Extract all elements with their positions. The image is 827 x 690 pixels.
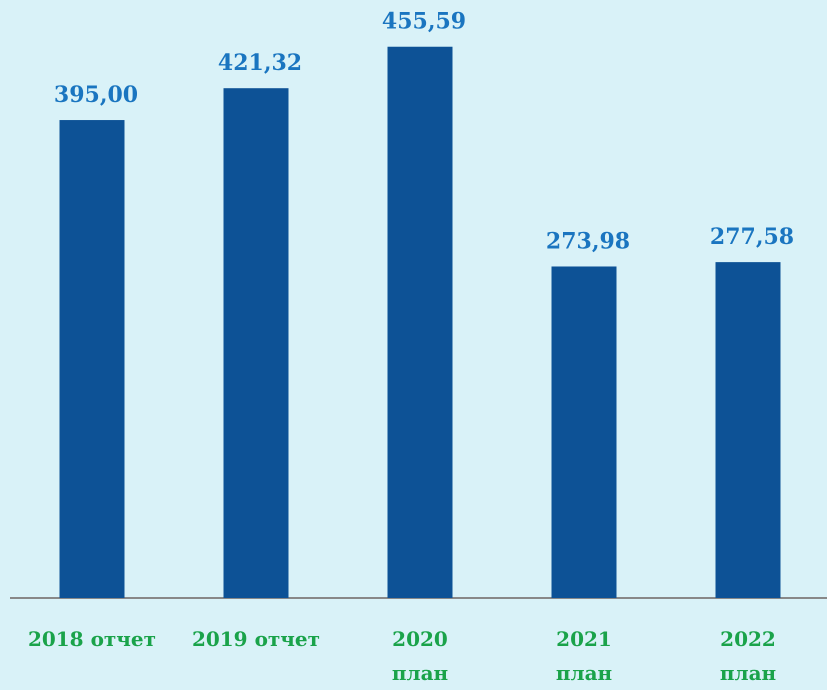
- x-tick-label: 2019 отчет: [191, 627, 321, 651]
- value-label: 277,58: [710, 224, 794, 250]
- value-label: 395,00: [54, 82, 138, 108]
- x-tick-label: 2018 отчет: [27, 627, 157, 651]
- bar: [387, 46, 453, 599]
- x-tick-label: 2020 план: [391, 627, 449, 685]
- value-label: 455,59: [382, 9, 466, 35]
- bar: [223, 88, 289, 599]
- bar: [715, 262, 781, 598]
- bar: [59, 120, 125, 599]
- bar: [551, 266, 617, 598]
- value-label: 273,98: [546, 228, 630, 254]
- value-label: 421,32: [218, 50, 302, 76]
- x-tick-label: 2021 план: [555, 627, 613, 685]
- x-tick-label: 2022 план: [719, 627, 777, 685]
